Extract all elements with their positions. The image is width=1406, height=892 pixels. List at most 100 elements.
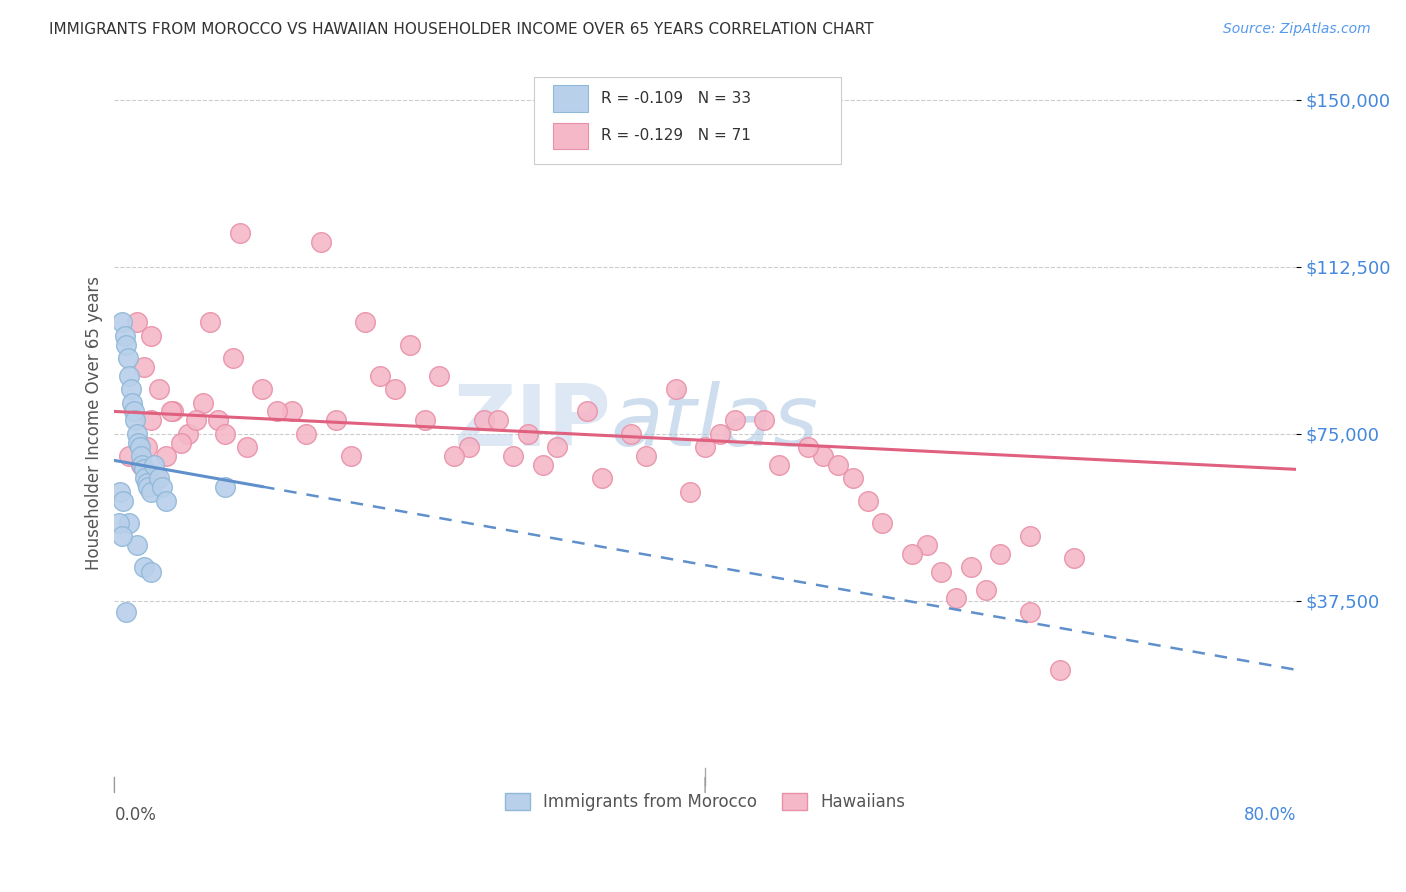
- Point: [114, 328, 136, 343]
- Point: [162, 404, 184, 418]
- Point: [200, 315, 222, 329]
- Point: [620, 426, 643, 441]
- Point: [221, 351, 243, 365]
- Point: [546, 440, 568, 454]
- Point: [472, 413, 495, 427]
- Text: 80.0%: 80.0%: [1243, 805, 1296, 823]
- Point: [384, 382, 406, 396]
- Point: [115, 337, 138, 351]
- Point: [138, 480, 160, 494]
- Point: [1019, 529, 1042, 543]
- Point: [141, 484, 163, 499]
- Text: R = -0.109   N = 33: R = -0.109 N = 33: [602, 91, 751, 106]
- Point: [856, 493, 879, 508]
- Point: [118, 516, 141, 530]
- Point: [1019, 605, 1042, 619]
- Point: [266, 404, 288, 418]
- Point: [141, 328, 163, 343]
- Point: [754, 413, 776, 427]
- Point: [974, 582, 997, 597]
- Point: [207, 413, 229, 427]
- Text: atlas: atlas: [610, 381, 818, 464]
- Point: [184, 413, 207, 427]
- Point: [531, 458, 554, 472]
- Point: [150, 480, 173, 494]
- Point: [960, 560, 983, 574]
- Point: [118, 368, 141, 383]
- Point: [155, 493, 177, 508]
- Point: [132, 560, 155, 574]
- Point: [575, 404, 598, 418]
- Point: [135, 440, 157, 454]
- Point: [191, 395, 214, 409]
- Point: [236, 440, 259, 454]
- Text: ZIP: ZIP: [453, 381, 610, 464]
- Point: [502, 449, 524, 463]
- Point: [339, 449, 361, 463]
- Point: [128, 440, 150, 454]
- Point: [120, 382, 142, 396]
- Point: [664, 382, 686, 396]
- Point: [145, 471, 167, 485]
- Point: [141, 413, 163, 427]
- Point: [398, 337, 420, 351]
- Point: [124, 413, 146, 427]
- Point: [945, 591, 967, 606]
- FancyBboxPatch shape: [553, 86, 588, 112]
- Point: [413, 413, 436, 427]
- FancyBboxPatch shape: [553, 122, 588, 149]
- Text: IMMIGRANTS FROM MOROCCO VS HAWAIIAN HOUSEHOLDER INCOME OVER 65 YEARS CORRELATION: IMMIGRANTS FROM MOROCCO VS HAWAIIAN HOUS…: [49, 22, 875, 37]
- Point: [427, 368, 450, 383]
- Legend: Immigrants from Morocco, Hawaiians: Immigrants from Morocco, Hawaiians: [498, 787, 912, 818]
- Point: [723, 413, 745, 427]
- Point: [250, 382, 273, 396]
- Y-axis label: Householder Income Over 65 years: Householder Income Over 65 years: [86, 276, 103, 570]
- Point: [709, 426, 731, 441]
- Point: [1063, 551, 1085, 566]
- Point: [1049, 663, 1071, 677]
- Point: [693, 440, 716, 454]
- Point: [990, 547, 1012, 561]
- Point: [591, 471, 613, 485]
- Point: [177, 426, 200, 441]
- Point: [110, 484, 132, 499]
- Point: [516, 426, 538, 441]
- Point: [813, 449, 835, 463]
- Point: [280, 404, 302, 418]
- Point: [368, 368, 391, 383]
- Point: [679, 484, 702, 499]
- Point: [148, 471, 170, 485]
- Point: [115, 605, 138, 619]
- Point: [931, 565, 953, 579]
- Text: Source: ZipAtlas.com: Source: ZipAtlas.com: [1223, 22, 1371, 37]
- Point: [141, 565, 163, 579]
- Point: [132, 462, 155, 476]
- Point: [295, 426, 318, 441]
- Point: [634, 449, 657, 463]
- Point: [159, 404, 181, 418]
- Point: [309, 235, 332, 250]
- Point: [325, 413, 347, 427]
- Point: [170, 435, 193, 450]
- Point: [354, 315, 377, 329]
- Text: 0.0%: 0.0%: [114, 805, 156, 823]
- Point: [121, 395, 143, 409]
- Point: [457, 440, 479, 454]
- Point: [915, 538, 938, 552]
- Point: [486, 413, 509, 427]
- Point: [111, 529, 134, 543]
- Point: [132, 359, 155, 374]
- Point: [111, 315, 134, 329]
- Point: [108, 516, 131, 530]
- Point: [148, 382, 170, 396]
- Point: [125, 426, 148, 441]
- Point: [214, 480, 236, 494]
- Point: [125, 538, 148, 552]
- Point: [122, 404, 145, 418]
- Point: [443, 449, 465, 463]
- Point: [131, 458, 153, 472]
- Text: R = -0.129   N = 71: R = -0.129 N = 71: [602, 128, 751, 144]
- Point: [827, 458, 849, 472]
- Point: [155, 449, 177, 463]
- Point: [872, 516, 894, 530]
